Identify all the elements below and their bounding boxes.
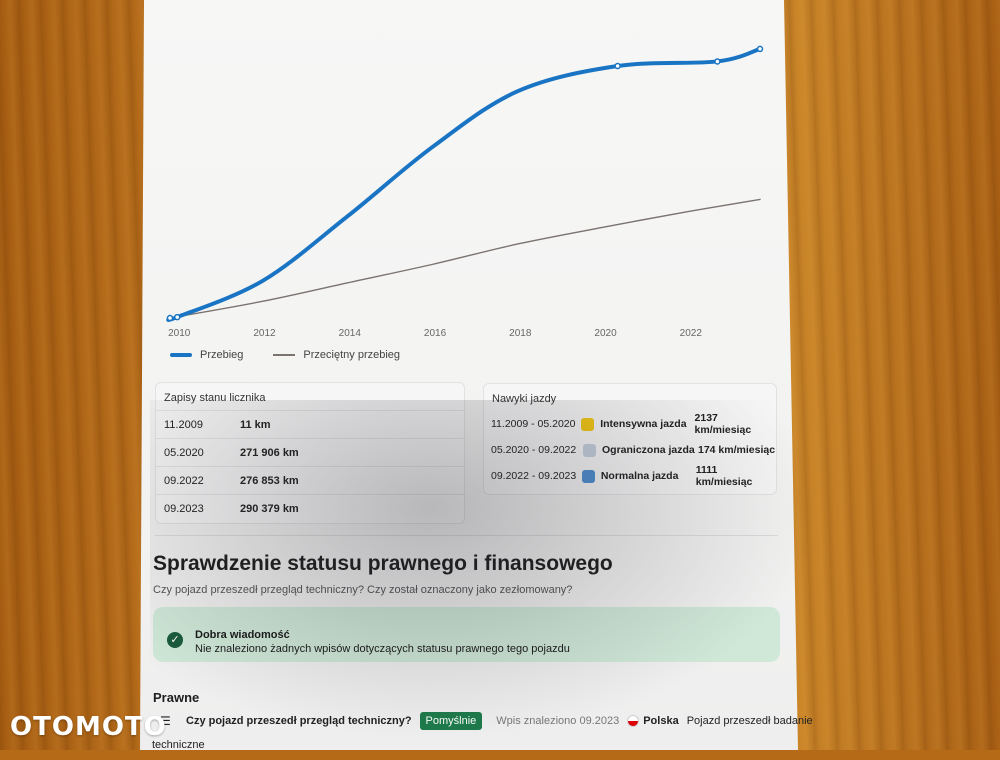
mileage-chart: 2010 2012 2014 2016 2018 2020 2022 bbox=[166, 45, 764, 339]
x-tick-label: 2020 bbox=[594, 328, 617, 339]
chart-legend: Przebieg Przeciętny przebieg bbox=[170, 349, 400, 361]
x-tick-label: 2016 bbox=[424, 328, 447, 339]
mileage-record-point bbox=[756, 45, 764, 53]
inspection-note-continued: techniczne bbox=[152, 739, 205, 751]
legend-swatch-average bbox=[273, 354, 296, 356]
x-tick-label: 2018 bbox=[509, 328, 532, 339]
legend-swatch-przebieg bbox=[170, 353, 192, 357]
poland-flag-icon bbox=[627, 715, 640, 727]
legal-subheading: Prawne bbox=[153, 690, 200, 705]
legal-section-subtitle: Czy pojazd przeszedł przegląd techniczny… bbox=[153, 584, 573, 596]
habit-color-dot bbox=[581, 469, 595, 483]
habits-header: Nawyki jazdy bbox=[492, 393, 557, 405]
odometer-date: 09.2022 bbox=[164, 474, 204, 487]
list-icon: ☰ bbox=[160, 714, 171, 728]
inspection-row: ☰ Czy pojazd przeszedł przegląd technicz… bbox=[160, 712, 813, 730]
good-news-title: Dobra wiadomość bbox=[195, 629, 290, 641]
odometer-header: Zapisy stanu licznika bbox=[164, 392, 266, 404]
odometer-date: 09.2023 bbox=[164, 502, 204, 515]
habit-row: 11.2009 - 05.2020 Intensywna jazda 2137 km… bbox=[484, 411, 776, 437]
habit-color-dot bbox=[583, 443, 596, 457]
habit-label: Ograniczona jazda bbox=[602, 444, 695, 456]
mileage-record-point bbox=[173, 313, 181, 321]
mileage-record-point bbox=[714, 58, 721, 65]
habit-period: 09.2022 - 09.2023 bbox=[491, 470, 577, 482]
odometer-row: 09.2023 290 379 km bbox=[156, 494, 464, 522]
x-tick-label: 2010 bbox=[168, 328, 191, 339]
legend-label-przebieg: Przebieg bbox=[200, 349, 244, 361]
record-found-date: Wpis znaleziono 09.2023 bbox=[496, 715, 620, 727]
habit-period: 05.2020 - 09.2022 bbox=[491, 444, 577, 456]
average-mileage-series-line bbox=[169, 198, 761, 319]
odometer-value: 290 379 km bbox=[240, 502, 299, 515]
odometer-records-panel: Zapisy stanu licznika 11.2009 11 km 05.20… bbox=[155, 382, 465, 524]
odometer-value: 276 853 km bbox=[240, 474, 299, 487]
habit-rate: 1111 km/miesiąc bbox=[695, 464, 753, 488]
odometer-date: 11.2009 bbox=[164, 418, 203, 431]
inspection-question: Czy pojazd przeszedł przegląd techniczny… bbox=[186, 715, 412, 727]
good-news-text: Nie znaleziono żadnych wpisów dotyczącyc… bbox=[195, 643, 570, 655]
mileage-record-point bbox=[614, 62, 621, 70]
x-tick-label: 2012 bbox=[253, 328, 276, 339]
status-badge: Pomyślnie bbox=[419, 712, 483, 730]
odometer-row: 09.2022 276 853 km bbox=[156, 466, 464, 494]
legal-section-title: Sprawdzenie statusu prawnego i finansowe… bbox=[153, 552, 613, 575]
habit-color-dot bbox=[581, 417, 595, 431]
habit-row: 09.2022 - 09.2023 Normalna jazda 1111 km/m… bbox=[484, 463, 776, 489]
habit-row: 05.2020 - 09.2022 Ograniczona jazda 174 km… bbox=[484, 437, 776, 463]
mileage-series-line bbox=[166, 46, 762, 323]
mileage-record-point bbox=[166, 314, 174, 322]
odometer-value: 11 km bbox=[240, 418, 271, 431]
section-divider bbox=[155, 535, 778, 536]
country-label: Polska bbox=[643, 715, 679, 727]
watermark-logo: OTOMOTO bbox=[10, 712, 167, 742]
habit-rate: 174 km/miesiąc bbox=[698, 444, 776, 456]
odometer-row: 11.2009 11 km bbox=[156, 410, 464, 438]
good-news-banner: ✓ Dobra wiadomość Nie znaleziono żadnych… bbox=[153, 607, 780, 662]
x-tick-label: 2014 bbox=[339, 328, 362, 339]
habit-period: 11.2009 - 05.2020 bbox=[491, 418, 576, 430]
x-tick-label: 2022 bbox=[680, 328, 703, 339]
odometer-value: 271 906 km bbox=[240, 446, 299, 459]
check-circle-icon: ✓ bbox=[167, 632, 183, 648]
odometer-date: 05.2020 bbox=[164, 446, 204, 459]
habit-label: Intensywna jazda bbox=[600, 418, 687, 430]
habit-label: Normalna jazda bbox=[600, 470, 679, 482]
driving-habits-panel: Nawyki jazdy 11.2009 - 05.2020 Intensywna… bbox=[483, 383, 777, 495]
odometer-row: 05.2020 271 906 km bbox=[156, 438, 464, 466]
legend-label-average: Przeciętny przebieg bbox=[303, 349, 401, 361]
inspection-note: Pojazd przeszedł badanie bbox=[686, 715, 813, 727]
habit-rate: 2137 km/miesiąc bbox=[694, 412, 752, 436]
